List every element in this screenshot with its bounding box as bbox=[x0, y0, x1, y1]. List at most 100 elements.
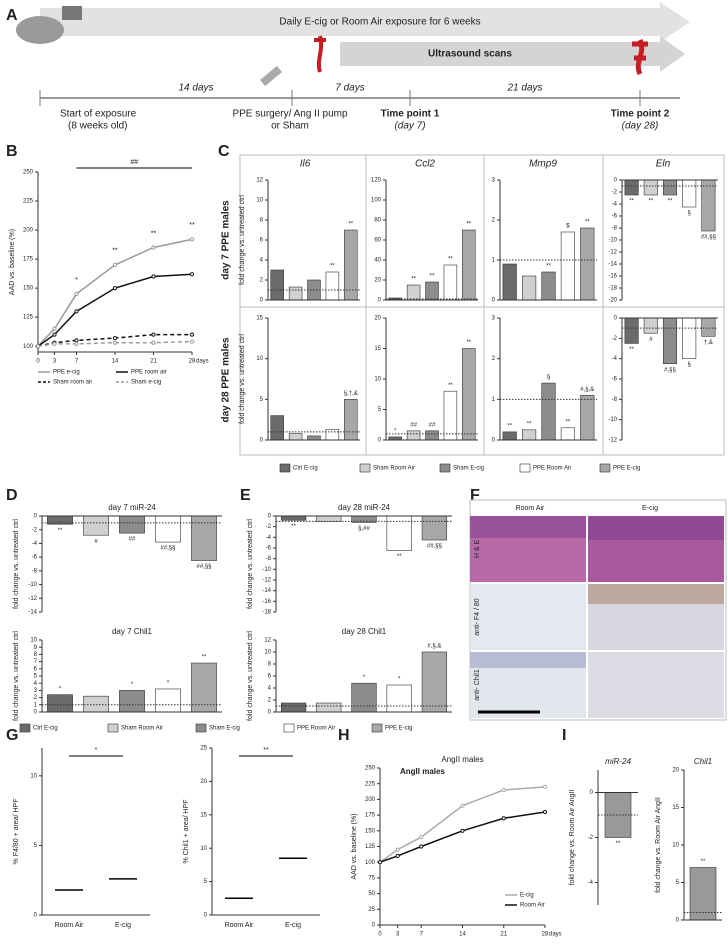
y-tick-label: 0 bbox=[260, 298, 264, 304]
y-tick-label: 50 bbox=[368, 891, 375, 897]
legend-label: PPE room air bbox=[131, 370, 167, 376]
y-tick-label: 5 bbox=[378, 407, 382, 413]
significance: #,§,& bbox=[427, 644, 441, 650]
bar bbox=[624, 179, 639, 196]
y-tick-label: -2 bbox=[612, 190, 618, 196]
bar bbox=[701, 179, 716, 232]
significance: ** bbox=[397, 554, 402, 560]
bar bbox=[270, 415, 284, 441]
significance: ** bbox=[648, 199, 653, 205]
y-tick-label: 8 bbox=[260, 218, 264, 224]
y-tick-label: 3 bbox=[492, 316, 496, 322]
significance: * bbox=[363, 675, 366, 681]
y-tick-label: 5 bbox=[204, 879, 208, 885]
legend-swatch bbox=[195, 723, 207, 733]
significance: ** bbox=[566, 419, 571, 425]
x-tick-label: 0 bbox=[378, 932, 382, 938]
y-tick-label: -4 bbox=[612, 356, 618, 362]
y-tick-label: 20 bbox=[200, 779, 207, 785]
y-tick-label: 120 bbox=[371, 178, 382, 184]
y-tick-label: 0 bbox=[260, 438, 264, 444]
bar bbox=[580, 394, 595, 441]
timeline-label: or Sham bbox=[271, 121, 309, 132]
significance: ** bbox=[448, 257, 453, 263]
bar bbox=[421, 651, 448, 713]
significance: ## bbox=[129, 537, 136, 543]
x-tick-label: 7 bbox=[420, 932, 424, 938]
tissue-band bbox=[588, 516, 724, 540]
y-tick-label: 125 bbox=[365, 844, 376, 850]
bar bbox=[443, 390, 458, 441]
y-tick-label: 7 bbox=[34, 659, 38, 665]
y-tick-label: -14 bbox=[28, 610, 37, 616]
significance: * bbox=[394, 429, 397, 435]
y-tick-label: -10 bbox=[28, 582, 37, 588]
bar bbox=[47, 694, 73, 713]
significance: ** bbox=[466, 340, 471, 346]
y-tick-label: -14 bbox=[262, 588, 271, 594]
y-tick-label: 1 bbox=[492, 397, 496, 403]
point bbox=[52, 341, 57, 346]
y-tick-label: 1 bbox=[492, 258, 496, 264]
point bbox=[189, 339, 195, 344]
y-tick-label: 75 bbox=[368, 875, 375, 881]
timeline-label: (8 weeks old) bbox=[68, 121, 127, 132]
point bbox=[112, 340, 118, 345]
y-tick-label: -10 bbox=[262, 567, 271, 573]
scalpel-icon bbox=[260, 65, 282, 87]
y-tick-label: 150 bbox=[23, 286, 34, 292]
y-tick-label: 0 bbox=[614, 178, 618, 184]
y-tick-label: 125 bbox=[23, 315, 34, 321]
significance: $ bbox=[566, 224, 570, 230]
x-tick-label: 28 bbox=[189, 359, 196, 365]
bar bbox=[344, 399, 358, 441]
x-tick-label: E-cig bbox=[115, 922, 131, 929]
y-tick-label: 5 bbox=[260, 397, 264, 403]
y-axis-label: fold change vs. untreated ctrl bbox=[13, 519, 20, 609]
point bbox=[74, 338, 79, 343]
y-tick-label: 60 bbox=[374, 238, 381, 244]
y-tick-label: 200 bbox=[365, 797, 376, 803]
bar bbox=[270, 269, 284, 301]
x-tick-label: 21 bbox=[150, 359, 157, 365]
y-tick-label: 15 bbox=[200, 812, 207, 818]
y-tick-label: -18 bbox=[262, 610, 271, 616]
y-tick-label: 10 bbox=[30, 773, 37, 779]
significance: * bbox=[95, 747, 98, 754]
y-tick-label: 0 bbox=[34, 710, 38, 716]
y-tick-label: 10 bbox=[264, 650, 271, 656]
significance: ** bbox=[701, 859, 706, 865]
x-tick-label: Room Air bbox=[225, 922, 254, 929]
y-tick-label: -8 bbox=[612, 226, 618, 232]
bar bbox=[643, 179, 658, 196]
bar bbox=[83, 515, 109, 536]
bar bbox=[288, 433, 303, 441]
point bbox=[542, 784, 548, 789]
significance: ** bbox=[151, 230, 157, 237]
point bbox=[419, 834, 424, 840]
ecig-icon bbox=[62, 6, 82, 20]
bar bbox=[662, 317, 678, 365]
x-unit: days bbox=[196, 359, 209, 365]
bar bbox=[325, 271, 340, 301]
significance: ##,§§ bbox=[701, 235, 716, 241]
legend-label: Ctrl E-cig bbox=[33, 726, 58, 732]
y-axis-label: fold change vs. Room Air AngII bbox=[569, 790, 576, 886]
chart-title: day 7 miR-24 bbox=[108, 503, 156, 512]
y-tick-label: 2 bbox=[492, 356, 496, 362]
y-tick-label: -2 bbox=[612, 336, 618, 342]
row-header: day 28 PPE males bbox=[221, 337, 232, 422]
histology-row: anti- Chil1 bbox=[474, 669, 481, 701]
bar bbox=[522, 429, 537, 441]
legend-swatch bbox=[19, 723, 31, 733]
y-tick-label: 25 bbox=[368, 907, 375, 913]
bar bbox=[502, 263, 517, 301]
significance: * bbox=[59, 686, 62, 692]
bar bbox=[119, 690, 145, 713]
y-tick-label: 20 bbox=[374, 278, 381, 284]
significance: ** bbox=[58, 528, 63, 534]
panel-label: B bbox=[6, 143, 18, 160]
y-tick-label: 0 bbox=[492, 438, 496, 444]
y-tick-label: 2 bbox=[34, 695, 38, 701]
bar bbox=[386, 684, 412, 713]
